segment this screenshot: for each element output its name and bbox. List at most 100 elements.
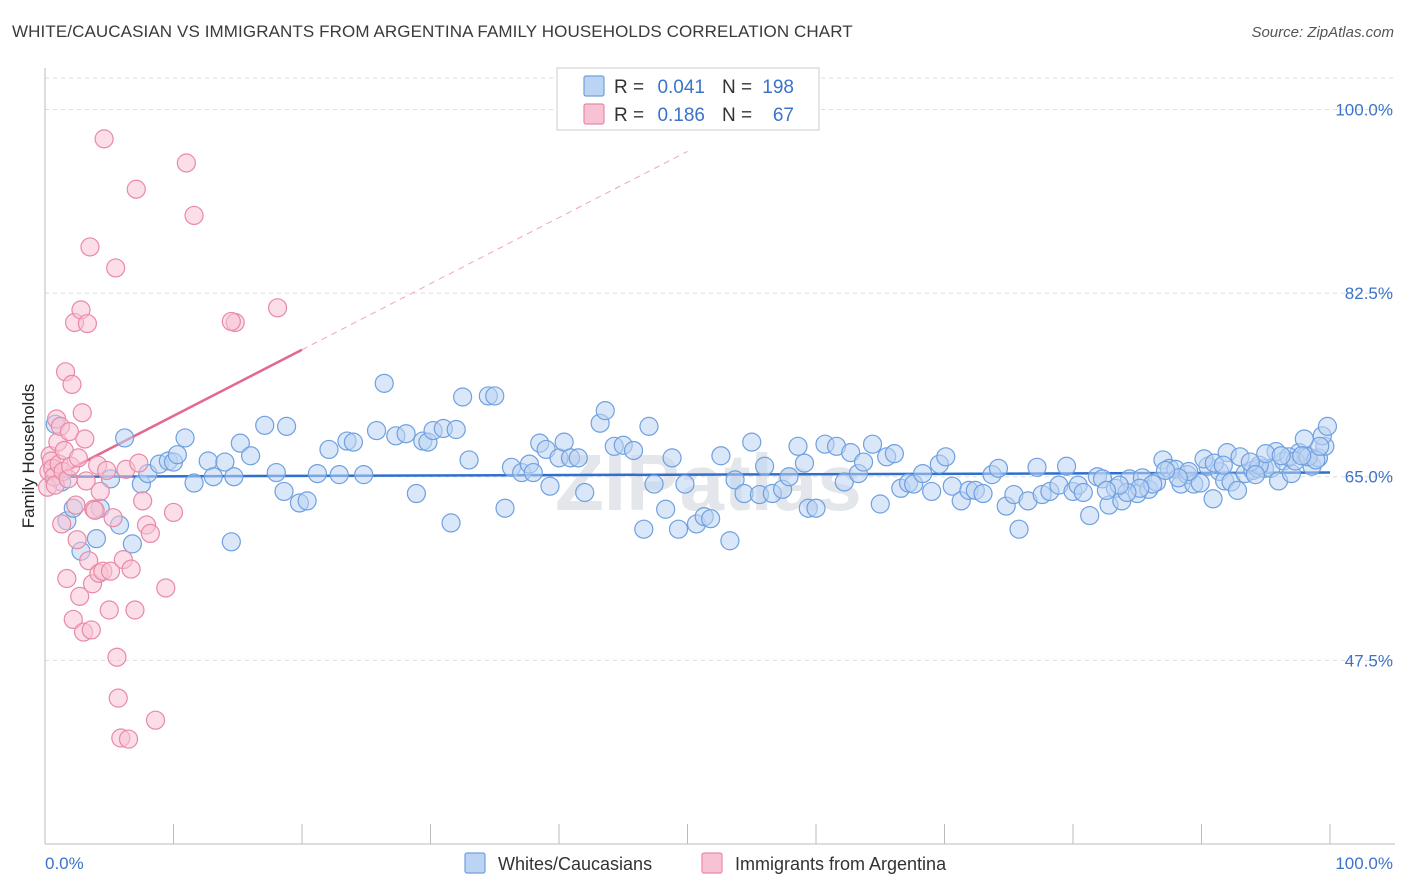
- white-caucasian-point: [485, 386, 505, 406]
- white-caucasian-point: [1096, 480, 1117, 500]
- legend-swatch: [583, 75, 605, 97]
- argentina-immigrant-point: [70, 586, 90, 606]
- white-caucasian-point: [319, 439, 339, 460]
- white-caucasian-point: [779, 467, 799, 487]
- argentina-immigrant-point: [76, 471, 96, 491]
- argentina-immigrant-point: [145, 710, 166, 730]
- white-caucasian-point: [297, 491, 317, 511]
- white-caucasian-point: [913, 463, 933, 484]
- bottom-legend-swatch: [701, 852, 723, 874]
- white-caucasian-point: [1027, 457, 1047, 477]
- argentina-immigrant-point: [221, 311, 241, 332]
- white-caucasian-point: [742, 432, 762, 452]
- white-caucasian-point: [862, 434, 883, 454]
- white-caucasian-point: [720, 531, 740, 551]
- argentina-immigrant-point: [133, 491, 153, 511]
- x-tick-label: 0.0%: [45, 854, 84, 873]
- white-caucasian-point: [575, 482, 595, 503]
- legend-swatch: [583, 103, 605, 125]
- legend-n-label: N =: [722, 77, 752, 98]
- white-caucasian-point: [459, 450, 479, 470]
- white-caucasian-point: [1227, 480, 1248, 500]
- argentina-immigrant-point: [163, 502, 184, 523]
- white-caucasian-point: [224, 467, 244, 487]
- white-caucasian-point: [406, 483, 426, 504]
- white-caucasian-point: [841, 443, 861, 463]
- argentina-immigrant-point: [77, 313, 98, 334]
- y-tick-label: 65.0%: [1345, 468, 1393, 487]
- argentina-immigrant-point: [100, 561, 121, 581]
- white-caucasian-point: [936, 447, 956, 467]
- legend-r-value: 0.041: [657, 77, 705, 98]
- white-caucasian-point: [788, 436, 808, 456]
- white-caucasian-point: [595, 401, 615, 421]
- bottom-legend-swatch: [464, 852, 486, 874]
- argentina-immigrant-point: [184, 205, 204, 226]
- argentina-immigrant-point: [63, 609, 83, 630]
- white-caucasian-point: [644, 474, 664, 494]
- argentina-immigrant-point: [85, 500, 105, 520]
- white-caucasian-point: [634, 519, 654, 539]
- white-caucasian-point: [794, 453, 815, 473]
- white-caucasian-point: [221, 532, 241, 552]
- white-caucasian-point: [366, 420, 387, 441]
- bottom-legend-label: Immigrants from Argentina: [735, 854, 947, 874]
- argentina-immigrant-point: [66, 495, 86, 515]
- argentina-immigrant-point: [81, 620, 101, 640]
- argentina-immigrant-point: [108, 688, 128, 708]
- legend-n-label: N =: [722, 105, 752, 126]
- white-caucasian-point: [122, 534, 142, 554]
- argentina-immigrant-point: [68, 448, 89, 468]
- white-caucasian-point: [329, 465, 349, 485]
- y-tick-label: 47.5%: [1345, 651, 1393, 670]
- legend-box: R = 0.041 N = 198 R = 0.186 N = 67: [556, 67, 820, 131]
- white-caucasian-point: [725, 470, 745, 490]
- argentina-immigrant-point: [121, 559, 141, 579]
- white-caucasian-point: [441, 513, 461, 533]
- argentina-immigrant-point: [52, 514, 72, 534]
- white-caucasian-point: [203, 467, 223, 487]
- y-axis-label: Family Households: [19, 384, 38, 529]
- argentina-immigrant-point: [106, 258, 126, 278]
- white-caucasian-point: [1213, 455, 1233, 475]
- argentina-trend-line: [44, 348, 303, 484]
- white-caucasian-point: [711, 446, 731, 466]
- white-caucasian-point: [884, 444, 904, 464]
- legend-r-label: R =: [614, 77, 644, 98]
- legend-r-label: R =: [614, 105, 644, 126]
- white-caucasian-point: [922, 481, 942, 502]
- legend-n-value: 67: [773, 105, 794, 126]
- white-caucasian-point: [668, 519, 689, 539]
- argentina-immigrant-point: [126, 179, 146, 199]
- white-caucasian-point: [276, 416, 297, 436]
- argentina-immigrant-point: [118, 729, 139, 749]
- white-caucasian-point: [175, 428, 195, 448]
- white-caucasian-point: [540, 476, 560, 496]
- white-caucasian-point: [1317, 416, 1338, 436]
- white-caucasian-point: [1271, 446, 1291, 466]
- chart-source: Source: ZipAtlas.com: [1251, 24, 1394, 41]
- y-tick-label: 82.5%: [1345, 284, 1393, 303]
- white-caucasian-point: [1203, 489, 1223, 509]
- white-caucasian-point: [701, 509, 721, 529]
- argentina-immigrant-point: [67, 530, 87, 550]
- white-caucasian-point: [1310, 436, 1330, 456]
- white-caucasian-point: [453, 387, 473, 407]
- white-caucasian-trend-line: [44, 471, 1331, 478]
- argentina-trend-extension: [301, 151, 688, 351]
- argentina-immigrant-point: [176, 153, 196, 173]
- trend-lines: [44, 151, 1331, 484]
- white-caucasian-point: [1080, 505, 1100, 526]
- white-caucasian-point: [675, 474, 695, 494]
- white-caucasian-point: [853, 452, 874, 472]
- white-caucasian-point: [988, 458, 1009, 478]
- white-caucasian-point: [662, 448, 682, 468]
- white-caucasian-point: [973, 483, 993, 504]
- argentina-immigrant-point: [125, 600, 145, 620]
- argentina-immigrant-point: [57, 568, 77, 589]
- white-caucasian-point: [354, 465, 374, 485]
- white-caucasian-point: [446, 419, 466, 440]
- argentina-immigrant-point: [79, 551, 99, 571]
- white-caucasian-point: [230, 433, 250, 453]
